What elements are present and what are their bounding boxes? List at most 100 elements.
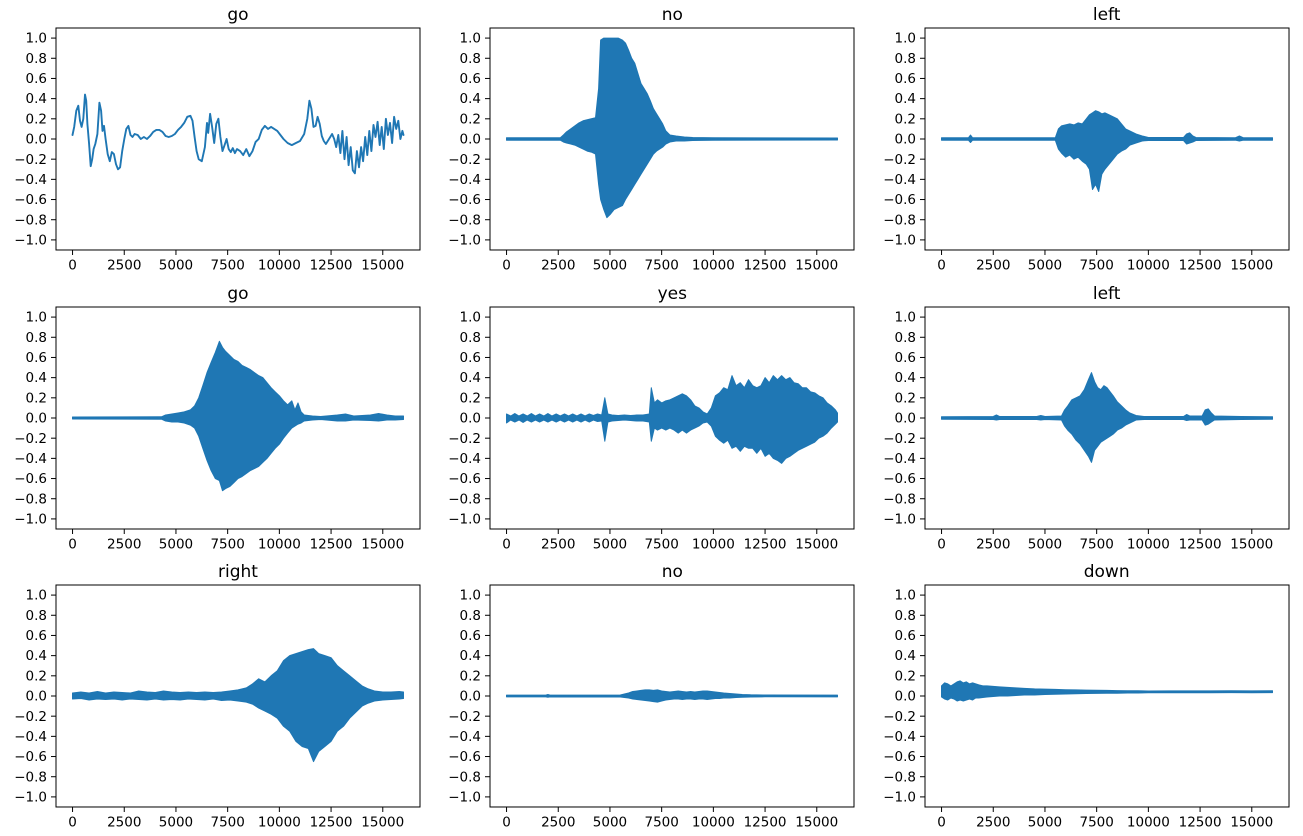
axes-frame [924,306,1290,530]
y-tick-label: 0.0 [894,410,915,426]
subplot-title: no [661,5,683,25]
y-tick-label: 0.2 [894,111,915,127]
y-tick-label: −0.6 [883,471,916,487]
subplot-6: right 1.0 0.8 0.6 0.4 0.2 0.0 −0.2 −0.4 −0.6 −0.8… [0,557,434,836]
y-tick-label: −0.4 [449,729,482,745]
y-tick-label: 0.8 [26,608,47,624]
x-tick-label: 10000 [258,257,301,273]
subplot-title: no [661,562,683,583]
y-tick-label: 0.6 [894,350,915,366]
axis-ticks: 1.0 0.8 0.6 0.4 0.2 0.0 −0.2 −0.4 −0.6 −0.8 −1.0 0 2… [14,588,404,831]
y-tick-label: 0.0 [26,689,47,705]
y-tick-label: −0.4 [883,451,916,467]
y-tick-label: 0.4 [26,649,47,665]
y-tick-label: 1.0 [460,31,481,47]
y-tick-label: 0.0 [26,410,47,426]
y-tick-label: −0.8 [883,491,916,507]
x-tick-label: 5000 [159,257,193,273]
y-tick-label: 0.4 [26,91,47,107]
axis-ticks: 1.0 0.8 0.6 0.4 0.2 0.0 −0.2 −0.4 −0.6 −0.8 −1.0 0 2… [883,31,1273,274]
subplot-0: go 1.0 0.8 0.6 0.4 0.2 0.0 −0.2 −0.4 −0.6 −0.8 −1.… [0,0,434,279]
axes-frame [55,27,421,251]
y-tick-label: −1.0 [14,511,47,527]
y-tick-label: 0.4 [460,91,481,107]
axes-frame [489,584,855,808]
x-tick-label: 7500 [210,257,244,273]
x-tick-label: 12500 [310,815,353,831]
y-tick-label: 1.0 [894,309,915,325]
axis-ticks: 1.0 0.8 0.6 0.4 0.2 0.0 −0.2 −0.4 −0.6 −0.8 −1.0 0 2… [449,309,839,552]
x-tick-label: 5000 [593,536,627,552]
axes-frame [55,306,421,530]
x-tick-label: 5000 [593,815,627,831]
y-tick-label: −0.8 [14,491,47,507]
subplot-title: down [1083,562,1130,583]
x-tick-label: 5000 [1027,815,1061,831]
x-tick-label: 2500 [976,815,1010,831]
y-tick-label: 0.8 [460,330,481,346]
x-tick-label: 10000 [1127,815,1170,831]
y-tick-label: −0.2 [14,430,47,446]
x-tick-label: 15000 [361,536,404,552]
y-tick-label: 0.0 [460,689,481,705]
y-tick-label: −1.0 [449,790,482,806]
y-tick-label: 1.0 [894,588,915,604]
waveform [71,648,404,763]
x-tick-label: 2500 [107,257,141,273]
x-tick-label: 12500 [744,257,787,273]
x-tick-label: 12500 [1178,815,1221,831]
y-tick-label: 0.4 [460,649,481,665]
y-tick-label: −0.8 [449,212,482,228]
subplot-title: right [218,562,258,583]
y-tick-label: 0.2 [894,669,915,685]
x-tick-label: 12500 [1178,257,1221,273]
x-tick-label: 12500 [744,815,787,831]
y-tick-label: −0.2 [14,152,47,168]
x-tick-label: 2500 [107,536,141,552]
y-tick-label: −0.4 [449,451,482,467]
x-tick-label: 15000 [796,536,839,552]
y-tick-label: −0.8 [883,212,916,228]
subplot-title: left [1092,5,1121,25]
y-tick-label: −0.6 [449,749,482,765]
x-tick-label: 10000 [692,536,735,552]
y-tick-label: −0.4 [14,729,47,745]
y-tick-label: 0.0 [460,132,481,148]
x-tick-label: 12500 [744,536,787,552]
y-tick-label: 0.4 [894,649,915,665]
y-tick-label: 0.2 [460,669,481,685]
waveform-plot: 1.0 0.8 0.6 0.4 0.2 0.0 −0.2 −0.4 −0.6 −0.8 −1.0 0 2… [883,306,1290,552]
x-tick-label: 15000 [1230,536,1273,552]
x-tick-label: 2500 [976,257,1010,273]
y-tick-label: −1.0 [883,790,916,806]
y-tick-label: −0.2 [883,430,916,446]
waveform-plot: 1.0 0.8 0.6 0.4 0.2 0.0 −0.2 −0.4 −0.6 −0.8 −1.0 0 2… [449,584,855,831]
axis-ticks: 1.0 0.8 0.6 0.4 0.2 0.0 −0.2 −0.4 −0.6 −0.8 −1.0 0 2… [449,588,839,831]
subplot-title: go [227,5,249,25]
x-tick-label: 2500 [976,536,1010,552]
x-tick-label: 10000 [692,815,735,831]
y-tick-label: 0.4 [26,370,47,386]
x-tick-label: 0 [68,536,77,552]
x-tick-label: 0 [937,815,946,831]
y-tick-label: 0.2 [26,111,47,127]
y-tick-label: −1.0 [449,232,482,248]
y-tick-label: −0.8 [14,770,47,786]
y-tick-label: 0.2 [26,669,47,685]
y-tick-label: −0.6 [449,192,482,208]
y-tick-label: 0.0 [894,689,915,705]
y-tick-label: 0.8 [460,51,481,67]
y-tick-label: 0.6 [26,71,47,87]
x-tick-label: 7500 [645,257,679,273]
y-tick-label: −0.6 [449,471,482,487]
y-tick-label: 0.2 [894,390,915,406]
y-tick-label: 0.4 [894,91,915,107]
x-tick-label: 5000 [159,536,193,552]
y-tick-label: 0.4 [460,370,481,386]
x-tick-label: 0 [503,257,512,273]
y-tick-label: 0.0 [26,132,47,148]
axis-ticks: 1.0 0.8 0.6 0.4 0.2 0.0 −0.2 −0.4 −0.6 −0.8 −1.0 0 2… [14,309,404,552]
y-tick-label: 0.6 [460,350,481,366]
y-tick-label: −0.6 [883,749,916,765]
